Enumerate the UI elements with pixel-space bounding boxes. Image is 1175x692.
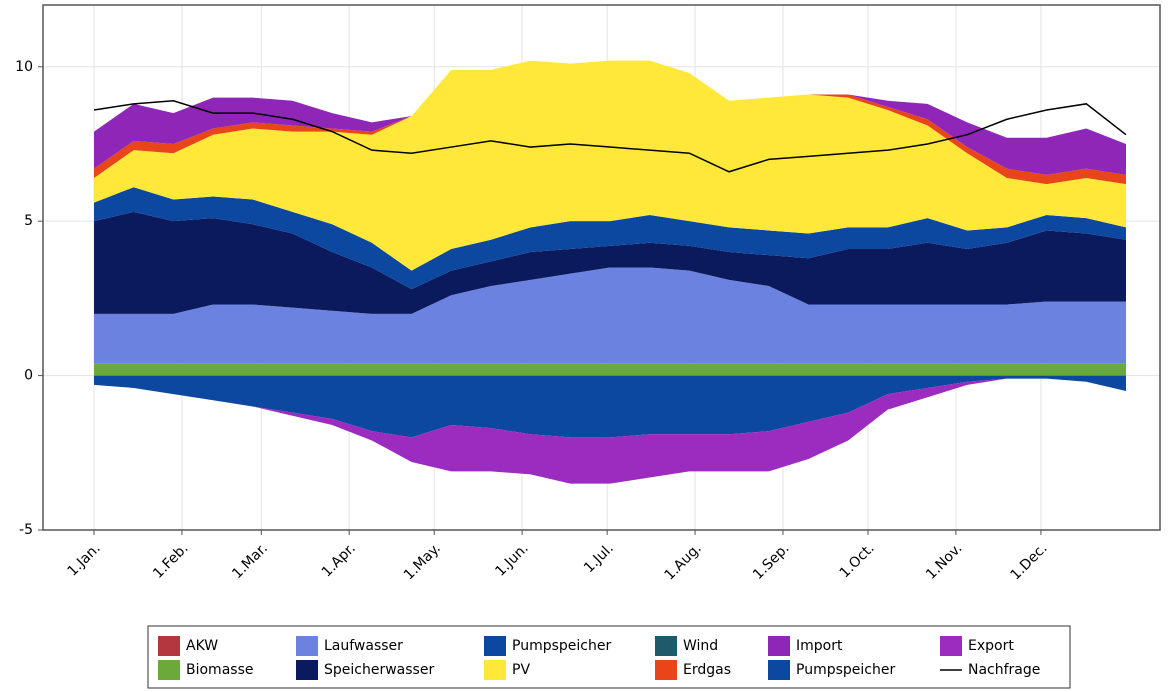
plot-area bbox=[93, 60, 1127, 484]
y-tick-label: 0 bbox=[24, 368, 33, 384]
area bbox=[94, 363, 1126, 376]
x-tick-label: 1.Sep. bbox=[750, 540, 793, 583]
legend-label: Pumpspeicher bbox=[796, 662, 895, 678]
x-tick-label: 1.Jul. bbox=[581, 540, 617, 576]
x-tick-label: 1.Mar. bbox=[229, 540, 271, 582]
legend-label: Nachfrage bbox=[968, 662, 1040, 678]
legend-label: Biomasse bbox=[186, 662, 253, 678]
legend-swatch bbox=[296, 636, 318, 656]
y-tick-label: 5 bbox=[24, 213, 33, 229]
area bbox=[94, 60, 1126, 271]
legend-swatch bbox=[768, 660, 790, 680]
legend-label: Export bbox=[968, 638, 1014, 654]
legend-swatch bbox=[655, 636, 677, 656]
x-tick-label: 1.Aug. bbox=[661, 540, 704, 583]
legend-label: Import bbox=[796, 638, 843, 654]
line bbox=[93, 99, 1127, 173]
x-tick-label: 1.Oct. bbox=[837, 540, 878, 581]
area bbox=[94, 267, 1126, 364]
legend-label: Erdgas bbox=[683, 662, 731, 678]
x-tick-label: 1.Feb. bbox=[150, 540, 191, 581]
area bbox=[94, 60, 1126, 175]
legend-label: Wind bbox=[683, 638, 718, 654]
area bbox=[94, 60, 1126, 185]
legend-swatch bbox=[484, 636, 506, 656]
legend-swatch bbox=[296, 660, 318, 680]
legend: AKW Biomasse Laufwasser Speicherwasser Pumps… bbox=[158, 636, 1040, 680]
legend-swatch bbox=[655, 660, 677, 680]
x-tick-label: 1.Jan. bbox=[65, 540, 104, 579]
y-tick-label: -5 bbox=[19, 522, 33, 538]
x-tick-label: 1.Dec. bbox=[1008, 540, 1051, 583]
area bbox=[94, 375, 1126, 438]
y-tick-label: 10 bbox=[15, 59, 33, 75]
x-tick-label: 1.Jun. bbox=[492, 540, 531, 579]
x-tick-label: 1.Apr. bbox=[319, 540, 359, 580]
legend-label: Pumpspeicher bbox=[512, 638, 611, 654]
plot-frame bbox=[42, 4, 1161, 531]
legend-swatch bbox=[768, 636, 790, 656]
legend-label: Laufwasser bbox=[324, 638, 403, 654]
legend-swatch bbox=[484, 660, 506, 680]
legend-swatch bbox=[158, 636, 180, 656]
area bbox=[94, 378, 1126, 484]
legend-label: Speicherwasser bbox=[324, 662, 434, 678]
x-tick-label: 1.Nov. bbox=[923, 540, 965, 582]
legend-label: PV bbox=[512, 662, 530, 678]
area bbox=[94, 187, 1126, 290]
area bbox=[94, 211, 1126, 314]
legend-swatch bbox=[158, 660, 180, 680]
x-tick-label: 1.May. bbox=[401, 540, 444, 583]
legend-swatch bbox=[940, 636, 962, 656]
legend-box bbox=[147, 625, 1071, 689]
legend-label: AKW bbox=[186, 638, 218, 654]
